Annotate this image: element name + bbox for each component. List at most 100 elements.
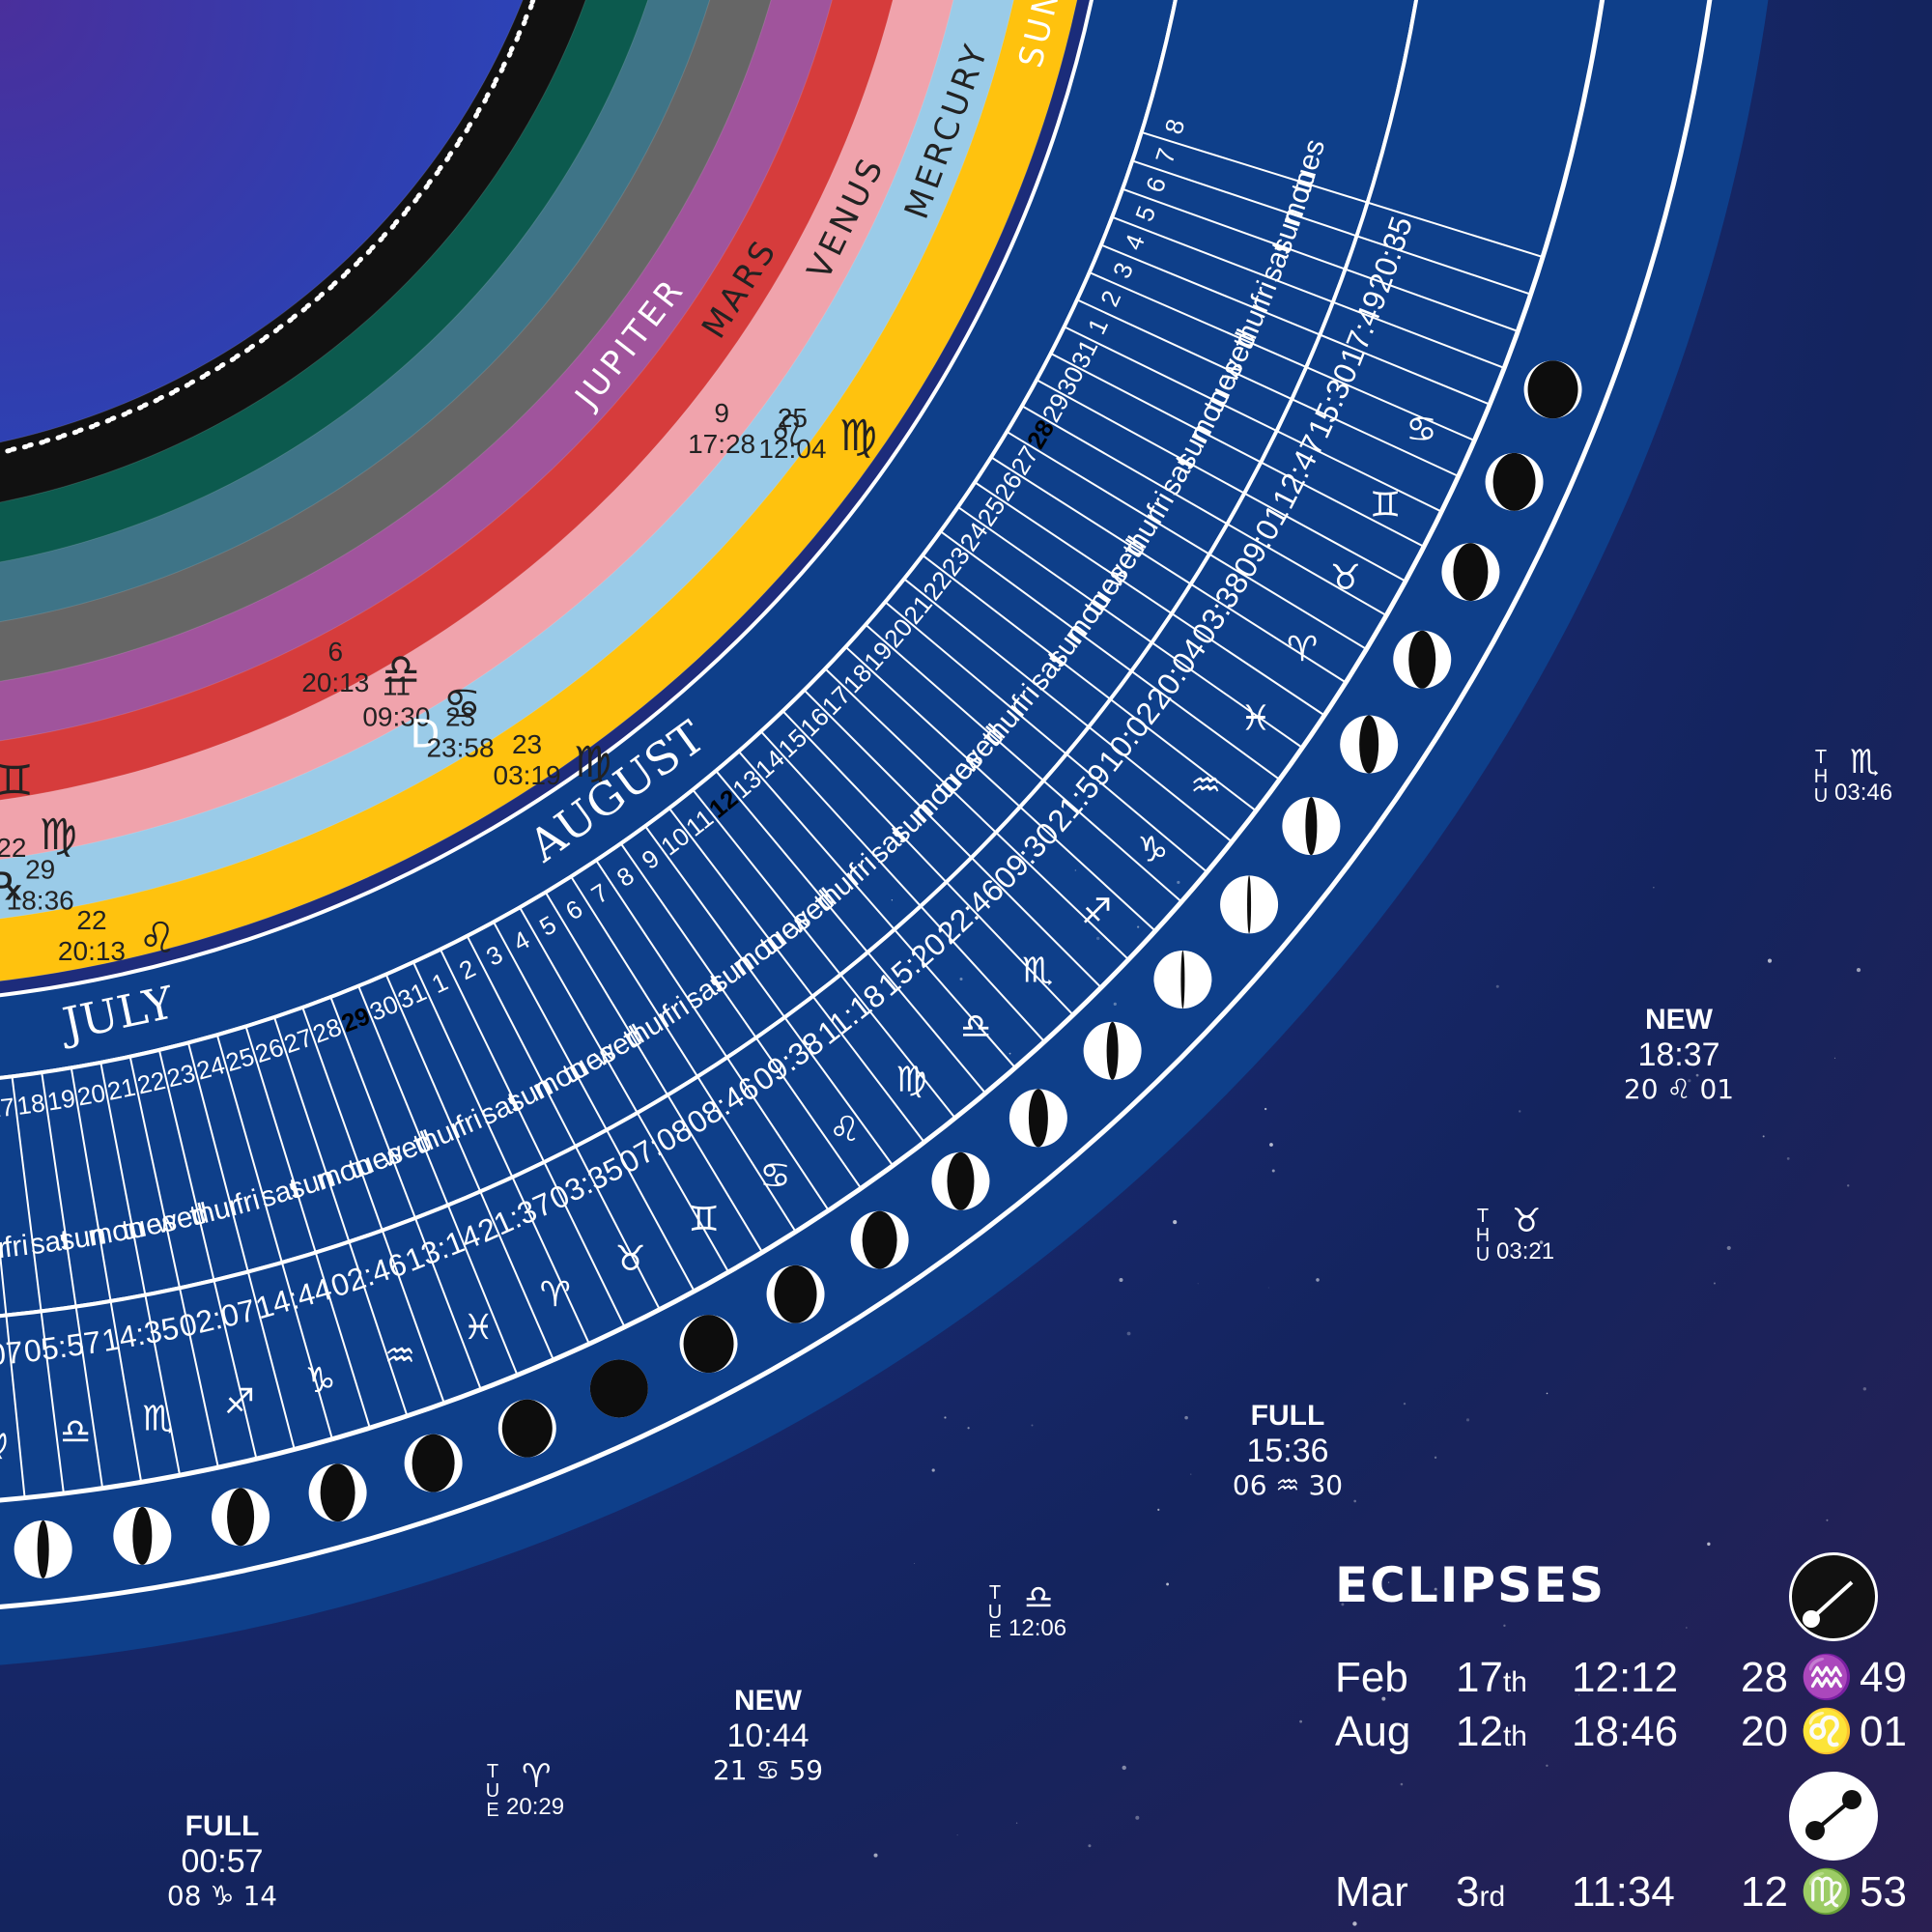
moon-shadow — [132, 1507, 152, 1565]
moon-shadow — [1359, 716, 1378, 774]
station-day-letter: H — [1814, 766, 1828, 787]
star — [1352, 1921, 1356, 1925]
moon-phase-time: 18:37 — [1637, 1037, 1719, 1073]
star — [1016, 1823, 1017, 1824]
star — [1122, 1766, 1126, 1770]
star — [1826, 1520, 1828, 1521]
star — [1114, 1003, 1117, 1006]
moon-phase-detail: 06 ♒ 30 — [1233, 1469, 1343, 1501]
star — [1768, 958, 1772, 962]
moon-shadow — [1493, 453, 1536, 511]
station-sign: ♎ — [1024, 1578, 1053, 1617]
marker-sign: ♊ — [0, 756, 34, 806]
star — [1135, 1816, 1139, 1820]
marker-time: 20:13 — [58, 936, 126, 966]
eclipse-month: Feb — [1335, 1654, 1456, 1702]
moon-shadow — [1029, 1089, 1048, 1147]
station-day-letter: E — [486, 1800, 498, 1821]
eclipse-time: 18:46 — [1572, 1708, 1741, 1756]
marker-time: 20:13 — [301, 668, 369, 697]
eclipse-month: Mar — [1335, 1868, 1456, 1917]
star — [1157, 1509, 1159, 1511]
star — [1119, 1278, 1122, 1282]
day-number: 19 — [45, 1083, 77, 1116]
eclipse-minute: 49 — [1860, 1654, 1907, 1702]
star — [1127, 1332, 1131, 1336]
day-number: 20 — [75, 1078, 108, 1112]
lunar-eclipse-icon — [1789, 1772, 1878, 1861]
moon-ingress-sign: ♓ — [1240, 699, 1271, 739]
station-day-letter: H — [1476, 1225, 1490, 1246]
star — [1834, 1058, 1835, 1059]
star — [1198, 1283, 1199, 1284]
star — [957, 1834, 958, 1835]
moon-ingress-sign: ♋ — [759, 1156, 790, 1196]
star — [1316, 1278, 1320, 1282]
eclipse-day-num: 17 — [1456, 1654, 1503, 1702]
star — [1714, 1283, 1716, 1285]
marker-date: 29 — [25, 855, 55, 885]
star — [1707, 1543, 1710, 1546]
day-number: 21 — [104, 1072, 137, 1106]
marker-time: 18:22 — [0, 833, 26, 863]
moon-phase-detail: 21 ♋ 59 — [713, 1754, 823, 1786]
marker-date: 25 — [778, 403, 808, 433]
moon-ingress-sign: ♍ — [0, 1422, 8, 1462]
star — [944, 1416, 946, 1418]
star — [1857, 968, 1861, 972]
moon-shadow — [1180, 951, 1184, 1009]
eclipse-sign: ♌ — [1794, 1706, 1860, 1756]
marker-date: 11 — [383, 670, 411, 700]
star — [1353, 1500, 1356, 1503]
star — [1268, 1288, 1269, 1289]
marker-sign: ♍ — [40, 810, 77, 860]
station-sign: ♈ — [522, 1757, 551, 1796]
moon-ingress-sign: ♏ — [1022, 952, 1053, 991]
star — [1547, 1393, 1548, 1395]
moon-ingress-sign: ♒ — [1190, 766, 1221, 806]
marker-date: 23 — [512, 729, 542, 759]
solar-eclipse-row: Feb 17th 12:12 28 ♒ 49 — [1335, 1652, 1907, 1702]
star — [1031, 1425, 1033, 1427]
moon-phase-time: 15:36 — [1246, 1433, 1328, 1469]
star — [1688, 1079, 1690, 1082]
star — [1137, 925, 1139, 927]
moon-phase-label: NEW — [734, 1685, 803, 1717]
eclipse-day: 3rd — [1456, 1868, 1572, 1917]
eclipse-day-suffix: rd — [1479, 1881, 1505, 1914]
moon-shadow — [412, 1435, 455, 1492]
moon-shadow — [1408, 631, 1435, 689]
station-day-letter: E — [988, 1621, 1001, 1642]
moon-phase-label: FULL — [185, 1810, 260, 1842]
station-time: 12:06 — [1009, 1615, 1066, 1641]
moon-shadow — [1107, 1022, 1119, 1080]
eclipse-degree: 28 — [1741, 1654, 1794, 1702]
moon-ingress-sign: ♒ — [384, 1336, 415, 1376]
moon-phase-label: FULL — [1251, 1400, 1325, 1432]
marker-date: 22 — [76, 905, 106, 935]
moon-ingress-sign: ♈ — [540, 1275, 571, 1315]
star — [874, 1854, 878, 1858]
star — [1863, 1387, 1866, 1390]
star — [1096, 937, 1099, 940]
solar-eclipse-icon — [1789, 1552, 1878, 1641]
star — [1696, 1074, 1699, 1077]
moon-shadow — [227, 1488, 254, 1546]
moon-ingress-sign: ♎ — [60, 1412, 91, 1452]
star — [1686, 1628, 1687, 1629]
star — [1173, 1220, 1177, 1224]
moon-ingress-sign: ♈ — [1287, 630, 1318, 669]
star — [1540, 1240, 1544, 1244]
solar-eclipse-row: Aug 12th 18:46 20 ♌ 01 — [1335, 1706, 1907, 1756]
eclipse-time: 12:12 — [1572, 1654, 1741, 1702]
star — [967, 1427, 969, 1429]
eclipse-day-num: 3 — [1456, 1868, 1479, 1917]
moon-ingress-sign: ♐ — [224, 1382, 255, 1422]
marker-time: 03:19 — [494, 760, 561, 790]
station-sign: ♏ — [1850, 743, 1879, 781]
star — [1693, 1063, 1695, 1065]
marker-sign: ♍ — [839, 412, 877, 461]
star — [1763, 1135, 1765, 1137]
star — [892, 899, 893, 900]
